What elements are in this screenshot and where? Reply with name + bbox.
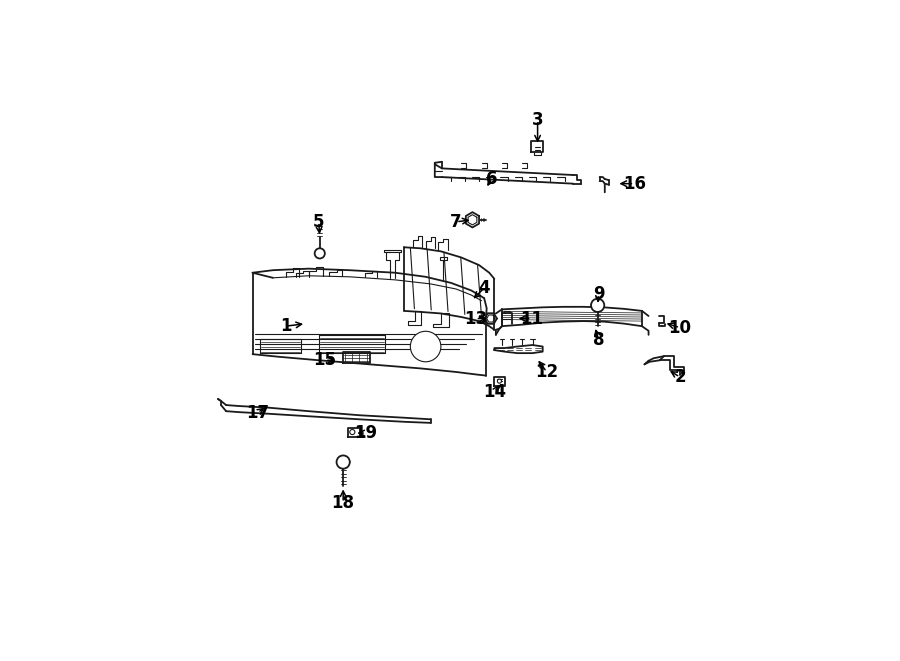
Circle shape <box>350 430 355 434</box>
Circle shape <box>410 331 441 362</box>
Circle shape <box>498 379 501 383</box>
Circle shape <box>337 455 350 469</box>
Text: 14: 14 <box>482 383 506 401</box>
Text: 13: 13 <box>464 309 487 328</box>
Circle shape <box>591 299 604 312</box>
Text: 10: 10 <box>669 319 691 336</box>
Text: 8: 8 <box>593 331 605 349</box>
Text: 9: 9 <box>593 285 605 303</box>
Text: 18: 18 <box>332 494 355 512</box>
Text: 15: 15 <box>313 351 337 369</box>
Text: 3: 3 <box>532 111 544 129</box>
Circle shape <box>315 249 325 258</box>
Text: 5: 5 <box>313 213 325 231</box>
Text: 11: 11 <box>520 309 543 328</box>
Text: 1: 1 <box>280 317 292 335</box>
Text: 2: 2 <box>674 368 686 386</box>
Text: 7: 7 <box>450 213 462 231</box>
Text: 4: 4 <box>478 279 490 297</box>
Text: 19: 19 <box>355 424 378 442</box>
Text: 6: 6 <box>486 170 498 188</box>
Text: 12: 12 <box>536 363 558 381</box>
Text: 17: 17 <box>246 404 269 422</box>
Text: 16: 16 <box>623 175 646 192</box>
